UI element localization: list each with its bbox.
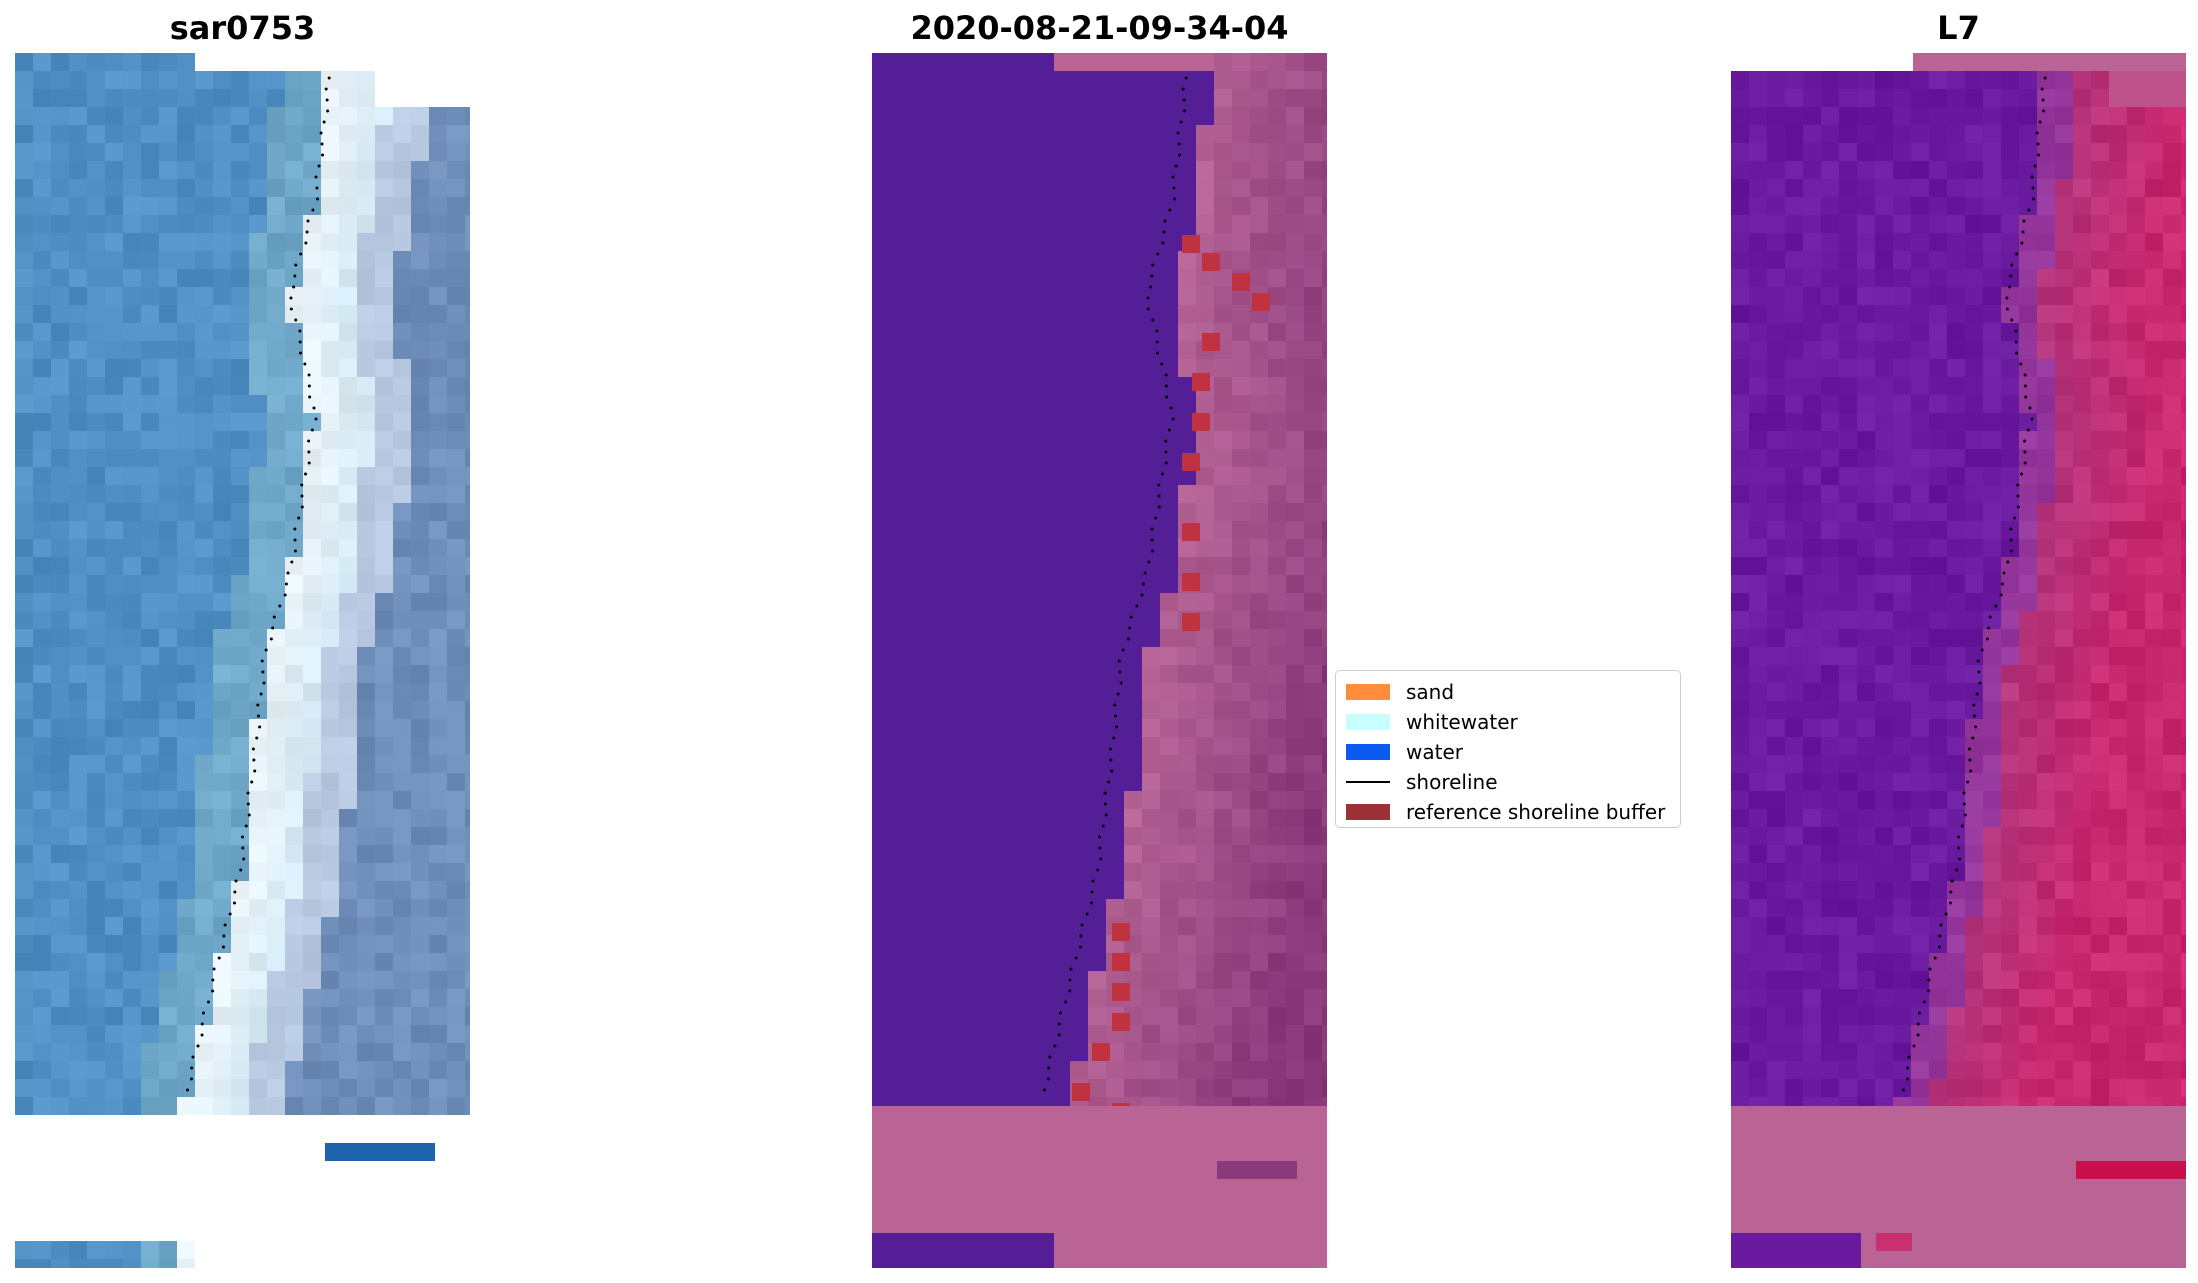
l7-image-panel	[1731, 53, 2186, 1268]
legend: sand whitewater water shoreline referenc…	[1335, 670, 1681, 828]
legend-item-water: water	[1346, 737, 1670, 767]
legend-label-water: water	[1406, 740, 1463, 764]
shoreline-dots	[1901, 76, 2047, 1092]
legend-label-buffer: reference shoreline buffer	[1406, 800, 1666, 824]
rgb-image	[15, 53, 470, 1268]
classified-image	[872, 53, 1327, 1268]
panel-title-ndwi: L7	[1937, 9, 1980, 47]
shoreline-dots	[1042, 76, 1188, 1092]
legend-label-whitewater: whitewater	[1406, 710, 1518, 734]
shoreline-dots	[185, 76, 331, 1092]
legend-swatch-buffer	[1346, 804, 1390, 820]
legend-swatch-whitewater	[1346, 714, 1390, 730]
classified-image-panel	[872, 53, 1327, 1268]
legend-item-sand: sand	[1346, 677, 1670, 707]
legend-label-sand: sand	[1406, 680, 1455, 704]
legend-label-shoreline: shoreline	[1406, 770, 1498, 794]
panel-title-rgb: sar0753	[169, 9, 316, 47]
legend-item-shoreline: shoreline	[1346, 767, 1670, 797]
legend-item-buffer: reference shoreline buffer	[1346, 797, 1670, 827]
legend-swatch-water	[1346, 744, 1390, 760]
legend-swatch-sand	[1346, 684, 1390, 700]
panel-title-classified: 2020-08-21-09-34-04	[910, 9, 1289, 47]
rgb-image-panel	[15, 53, 470, 1268]
legend-item-whitewater: whitewater	[1346, 707, 1670, 737]
l7-image	[1731, 53, 2186, 1268]
legend-line-shoreline	[1346, 781, 1390, 783]
